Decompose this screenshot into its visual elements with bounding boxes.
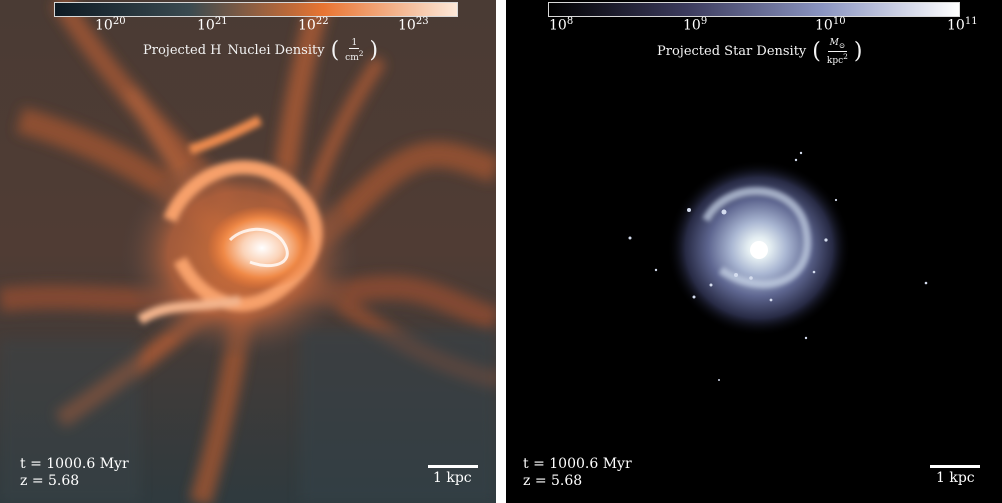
star-time-label: t = 1000.6 Myr z = 5.68	[523, 456, 632, 490]
redshift-text: z = 5.68	[20, 473, 80, 489]
redshift-text: z = 5.68	[523, 473, 583, 489]
time-text: t = 1000.6 Myr	[20, 456, 129, 472]
star-unit: M⊙ kpc2	[826, 38, 848, 66]
gas-colorbar-tick: 1022	[298, 16, 329, 34]
time-text: t = 1000.6 Myr	[523, 456, 632, 472]
gas-density-image	[0, 0, 496, 503]
gas-colorbar-tick: 1021	[197, 16, 228, 34]
panel-divider	[496, 0, 506, 503]
gas-colorbar-tick: 1023	[398, 16, 429, 34]
gas-time-label: t = 1000.6 Myr z = 5.68	[20, 456, 129, 490]
star-colorbar	[548, 2, 960, 17]
star-density-image	[506, 0, 1002, 503]
gas-scale-label: 1 kpc	[433, 470, 472, 486]
star-colorbar-tick: 109	[683, 16, 708, 34]
gas-scale-bar	[428, 465, 478, 468]
gas-colorbar	[54, 2, 458, 17]
star-colorbar-tick: 1011	[947, 16, 978, 34]
gas-colorbar-title: Projected H Nuclei Density ( 1 cm2 )	[143, 37, 379, 63]
gas-density-panel: t = 1000.6 Myr z = 5.68 1 kpc	[0, 0, 496, 503]
star-clumps	[628, 151, 928, 381]
star-colorbar-tick: 108	[549, 16, 574, 34]
star-colorbar-tick: 1010	[815, 16, 846, 34]
star-colorbar-title: Projected Star Density ( M⊙ kpc2 )	[657, 38, 863, 66]
gas-colorbar-tick: 1020	[95, 16, 126, 34]
gas-unit: 1 cm2	[345, 38, 364, 63]
star-core	[750, 241, 768, 259]
gas-spiral	[137, 115, 323, 325]
star-scale-label: 1 kpc	[936, 470, 975, 486]
star-density-panel: t = 1000.6 Myr z = 5.68 1 kpc	[506, 0, 1002, 503]
star-scale-bar	[930, 465, 980, 468]
